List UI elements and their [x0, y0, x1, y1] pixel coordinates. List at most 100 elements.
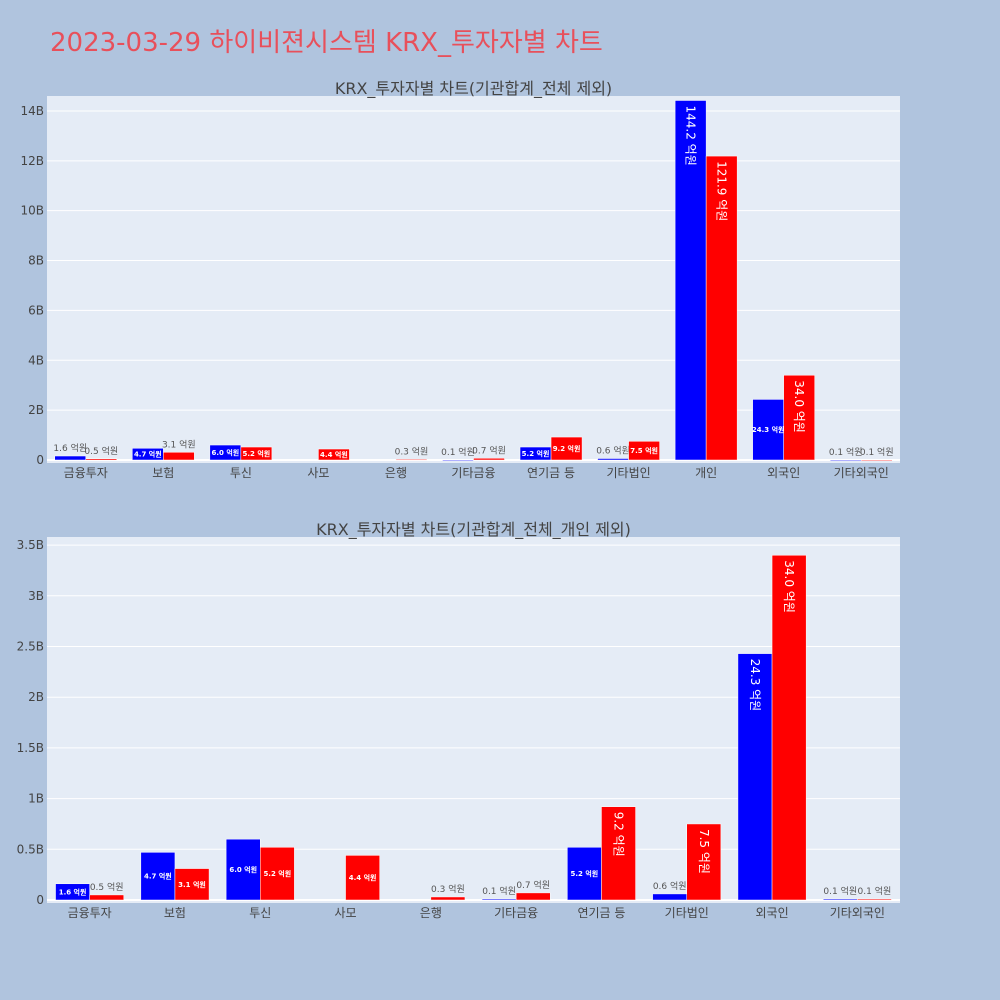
x-tick-label: 사모 [307, 466, 329, 480]
data-label: 5.2 억원 [522, 449, 550, 458]
data-label: 5.2 억원 [263, 869, 291, 878]
data-label: 0.1 억원 [860, 446, 894, 458]
data-label: 3.1 억원 [178, 880, 206, 889]
y-tick-label: 1.5B [17, 741, 44, 755]
data-label: 9.2 억원 [612, 812, 626, 857]
data-label: 0.3 억원 [395, 445, 429, 457]
y-tick-label: 2B [28, 690, 44, 704]
bar [345, 855, 380, 901]
bar [567, 847, 602, 901]
y-tick-label: 0.5B [17, 842, 44, 856]
bar [752, 399, 784, 461]
y-tick-label: 2B [28, 403, 44, 417]
data-label: 6.0 억원 [211, 448, 239, 457]
x-tick-label: 사모 [335, 906, 357, 920]
bar [628, 441, 660, 461]
data-label: 7.5 억원 [630, 446, 658, 455]
chart-title: KRX_투자자별 차트(기관합계_전체 제외) [335, 79, 612, 99]
data-label: 7.5 억원 [697, 829, 711, 874]
data-label: 144.2 억원 [684, 105, 698, 165]
data-label: 3.1 억원 [162, 438, 196, 450]
y-tick-label: 3B [28, 589, 44, 603]
bar [55, 883, 90, 901]
bar [140, 852, 176, 901]
data-label: 9.2 억원 [553, 444, 581, 453]
bar [54, 455, 87, 461]
bar [674, 100, 707, 461]
y-tick-label: 4B [28, 353, 44, 367]
bar [597, 458, 629, 461]
page-title: 2023-03-29 하이비젼시스템 KRX_투자자별 차트 [50, 28, 603, 58]
y-tick-label: 12B [20, 154, 44, 168]
bar [85, 458, 118, 461]
x-tick-label: 연기금 등 [577, 906, 625, 920]
y-tick-label: 1B [28, 792, 44, 806]
bar [442, 459, 474, 461]
bar [705, 155, 738, 461]
y-tick-label: 2.5B [17, 640, 44, 654]
data-label: 5.2 억원 [571, 869, 599, 878]
bar [515, 892, 551, 901]
x-tick-label: 기타금융 [494, 906, 538, 920]
y-tick-label: 6B [28, 303, 44, 317]
bar [225, 838, 261, 901]
bar [395, 459, 428, 461]
bar [652, 893, 688, 901]
x-tick-label: 개인 [695, 466, 717, 480]
bar [473, 458, 505, 461]
data-label: 0.1 억원 [823, 885, 857, 897]
x-tick-label: 기타외국인 [834, 466, 889, 480]
data-label: 4.7 억원 [134, 450, 162, 459]
bar [318, 448, 350, 461]
x-tick-label: 기타금융 [451, 466, 495, 480]
data-label: 34.0 억원 [792, 380, 806, 433]
data-label: 0.5 억원 [90, 881, 124, 893]
x-tick-label: 기타법인 [665, 906, 709, 920]
data-label: 4.4 억원 [349, 873, 377, 882]
bar [601, 806, 636, 901]
y-tick-label: 10B [20, 204, 44, 218]
y-tick-label: 14B [20, 104, 44, 118]
data-label: 0.5 억원 [84, 445, 118, 457]
bar [783, 374, 815, 461]
data-label: 0.7 억원 [472, 444, 506, 456]
data-label: 4.7 억원 [144, 872, 172, 881]
bar [771, 555, 807, 901]
bar [240, 446, 273, 461]
bar [829, 459, 862, 461]
data-label: 24.3 억원 [748, 659, 762, 712]
x-tick-label: 기타법인 [607, 466, 651, 480]
x-tick-label: 연기금 등 [527, 466, 575, 480]
x-tick-label: 기타외국인 [830, 906, 885, 920]
bar [686, 823, 722, 901]
bar [481, 898, 517, 901]
data-label: 1.6 억원 [59, 887, 87, 896]
data-label: 0.6 억원 [596, 445, 630, 457]
y-tick-label: 3.5B [17, 538, 44, 552]
x-tick-label: 투신 [230, 466, 252, 480]
bar [822, 898, 858, 901]
x-tick-label: 금융투자 [64, 466, 108, 480]
x-tick-label: 금융투자 [68, 906, 112, 920]
chart-title: KRX_투자자별 차트(기관합계_전체_개인 제외) [316, 520, 631, 540]
chart-2: KRX_투자자별 차트(기관합계_전체_개인 제외) 0 0.5B 1B 1.5B 2B 2… [17, 520, 900, 920]
bar [174, 868, 210, 901]
data-label: 34.0 억원 [782, 560, 796, 613]
bar [550, 436, 583, 461]
bar [260, 847, 295, 901]
bar [163, 452, 195, 461]
x-tick-label: 은행 [420, 905, 442, 920]
data-label: 0.1 억원 [482, 885, 516, 897]
data-label: 121.9 억원 [715, 161, 729, 221]
x-tick-label: 외국인 [755, 906, 788, 920]
bar [89, 894, 125, 901]
chart-1: KRX_투자자별 차트(기관합계_전체 제외) 0 2B 4B 6B 8B 10B 12B 14… [20, 79, 900, 480]
data-label: 4.4 억원 [320, 450, 348, 459]
bar [430, 896, 466, 901]
data-label: 0.6 억원 [653, 880, 687, 892]
y-tick-label: 0 [36, 453, 44, 467]
x-tick-label: 보험 [152, 466, 174, 480]
y-tick-label: 0 [36, 893, 44, 907]
data-label: 0.1 억원 [441, 446, 475, 458]
